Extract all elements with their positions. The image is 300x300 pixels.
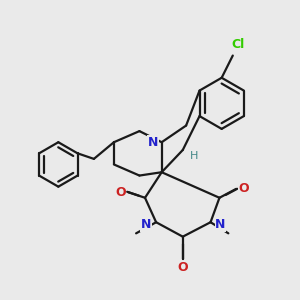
Text: O: O bbox=[238, 182, 249, 195]
Text: N: N bbox=[148, 136, 158, 149]
Text: O: O bbox=[178, 261, 188, 274]
Text: N: N bbox=[215, 218, 226, 231]
Text: O: O bbox=[115, 186, 126, 199]
Text: N: N bbox=[141, 218, 151, 231]
Text: H: H bbox=[190, 151, 198, 160]
Text: Cl: Cl bbox=[232, 38, 245, 51]
